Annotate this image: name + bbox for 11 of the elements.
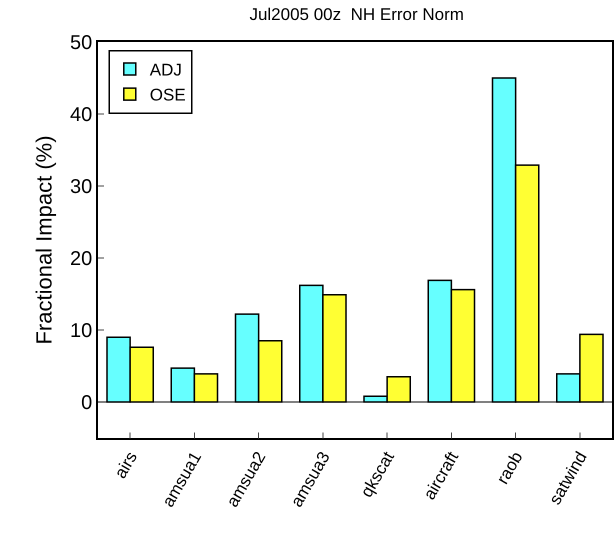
y-tick-label: 20 [70,248,92,270]
y-tick-label: 30 [70,176,92,198]
y-tick-label: 0 [81,392,92,414]
legend-label: ADJ [150,60,182,80]
y-tick-label: 10 [70,320,92,342]
y-tick-label: 40 [70,104,92,126]
x-tick-label: airs [110,448,141,482]
y-axis-title: Fractional Impact (%) [31,135,56,345]
y-tick-label: 50 [70,32,92,54]
legend-label: OSE [150,86,186,105]
chart-title: Jul2005 00z NH Error Norm [249,5,464,24]
